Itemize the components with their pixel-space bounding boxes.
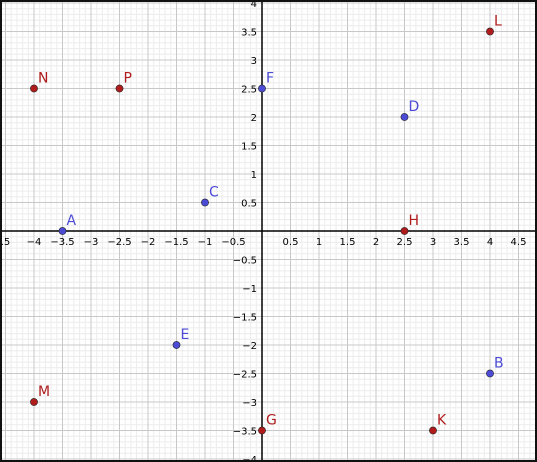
x-tick-label: 2 [373,237,379,248]
x-tick-label: 1 [316,237,322,248]
point-label-f: F [266,71,274,87]
y-tick-label: 1 [251,170,257,181]
point-h [400,227,409,235]
x-tick-label: .5 [2,237,10,248]
point-p [115,84,124,93]
y-tick-label: 2 [251,113,257,124]
x-tick-label: 3.5 [454,237,470,248]
y-tick-label: 1.5 [241,142,257,153]
point-label-l: L [494,14,502,30]
x-tick-label: −1 [198,237,213,248]
x-tick-label: −0.5 [221,237,245,248]
point-label-p: P [124,71,132,87]
x-tick-label: 4.5 [511,237,527,248]
point-g [258,426,266,435]
point-b [486,369,494,378]
y-tick-label: −3 [242,398,257,409]
x-tick-label: 0.5 [283,237,299,248]
point-label-a: A [67,213,77,229]
point-label-b: B [494,356,504,372]
point-k [429,426,437,435]
x-tick-label: 4 [487,237,493,248]
point-d [400,113,409,121]
x-tick-label: −3.5 [50,237,74,248]
point-a [58,227,67,235]
x-tick-label: −2 [141,237,156,248]
point-m [30,398,38,406]
point-label-h: H [409,213,420,229]
point-label-g: G [266,413,277,429]
x-tick-label: −4 [27,237,42,248]
point-e [172,341,181,349]
y-tick-label: −4 [242,455,257,460]
y-tick-label: −1 [242,284,257,295]
y-tick-label: 4 [251,2,257,10]
y-tick-label: −2.5 [233,370,257,381]
point-c [201,198,209,207]
points-layer: A B C D E F G H K L M N P [30,14,504,435]
x-tick-label: 3 [430,237,436,248]
point-label-n: N [38,71,48,87]
point-label-m: M [38,384,50,400]
y-tick-label: −1.5 [233,313,257,324]
y-tick-label: −3.5 [233,427,257,438]
y-tick-label: −0.5 [233,256,257,267]
y-tick-label: −2 [242,341,257,352]
y-tick-label: 0.5 [241,199,257,210]
tick-labels: .5 −4 −3.5 −3 −2.5 −2 −1.5 −1 −0.5 0.5 1 1.5 2 2.5 3 3.… [2,2,526,460]
y-tick-label: 2.5 [241,85,257,96]
point-label-c: C [209,185,219,201]
point-f [258,84,266,93]
x-tick-label: −1.5 [164,237,188,248]
point-label-d: D [409,99,420,115]
x-tick-label: −2.5 [107,237,131,248]
x-tick-label: 1.5 [340,237,356,248]
x-tick-label: −3 [84,237,99,248]
y-tick-label: 3 [251,56,257,67]
x-tick-label: 2.5 [397,237,413,248]
point-n [30,84,38,93]
point-label-k: K [437,413,447,429]
point-label-e: E [181,327,190,343]
y-tick-label: 3.5 [241,28,257,39]
point-l [486,27,494,36]
